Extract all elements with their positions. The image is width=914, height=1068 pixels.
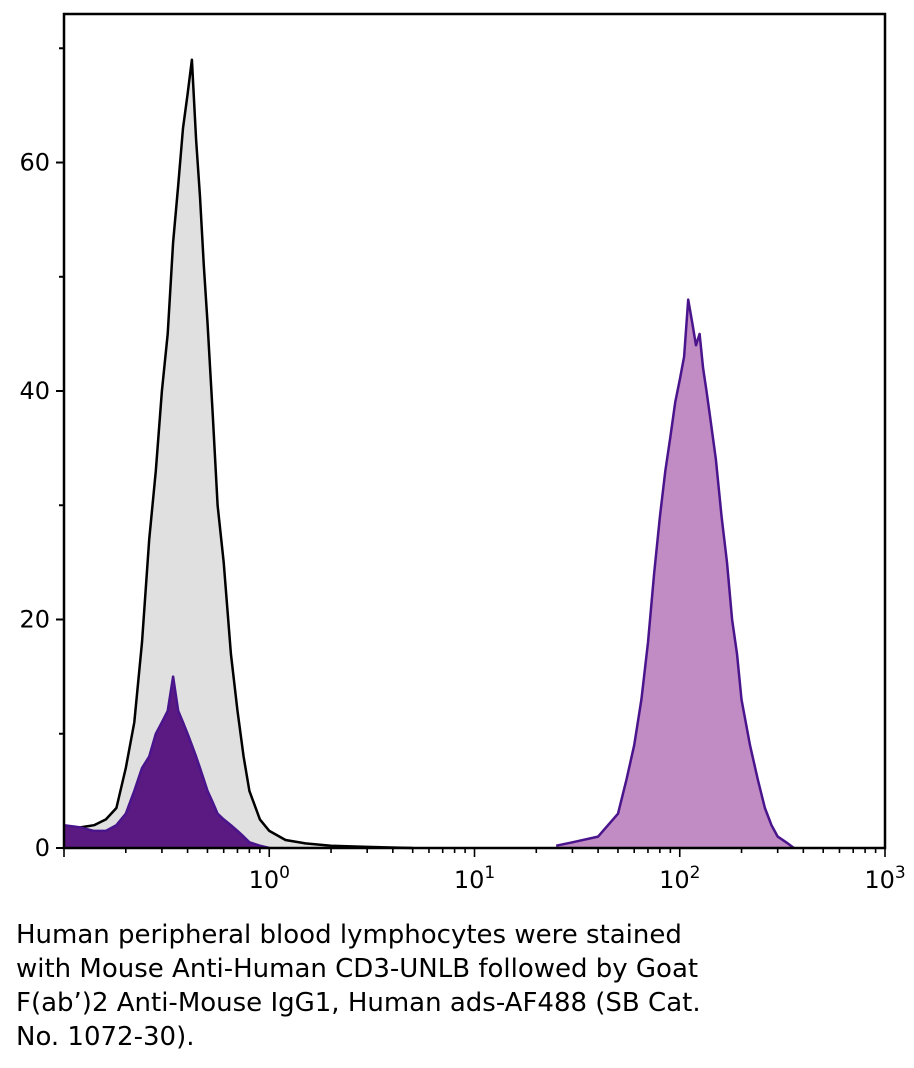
series-2-line [63, 675, 270, 850]
histogram-chart: 0 20 40 60 100 101 102 103 [19, 12, 906, 894]
x-tick-label: 102 [659, 863, 700, 894]
series-1-line [63, 58, 413, 850]
figure-caption: Human peripheral blood lymphocytes were … [16, 918, 836, 1054]
series-layer [63, 58, 795, 850]
caption-line-1: Human peripheral blood lymphocytes were … [16, 920, 682, 950]
y-tick-label: 20 [19, 606, 50, 634]
x-tick-label: 103 [864, 863, 905, 894]
series-3-line [555, 298, 795, 850]
caption-line-2: with Mouse Anti-Human CD3-UNLB followed … [16, 954, 699, 984]
series-2-fill [64, 676, 270, 848]
caption-line-4: No. 1072-30). [16, 1022, 195, 1052]
axis-layer: 0 20 40 60 100 101 102 103 [19, 47, 906, 894]
caption-line-3: F(ab’)2 Anti-Mouse IgG1, Human ads-AF488… [16, 988, 701, 1018]
series-3-fill [556, 299, 794, 849]
x-tick-label: 101 [454, 863, 495, 894]
y-tick-label: 0 [35, 834, 50, 862]
x-tick-label: 100 [249, 863, 290, 894]
series-1-fill [64, 59, 413, 848]
y-tick-label: 40 [19, 377, 50, 405]
y-tick-label: 60 [19, 149, 50, 177]
